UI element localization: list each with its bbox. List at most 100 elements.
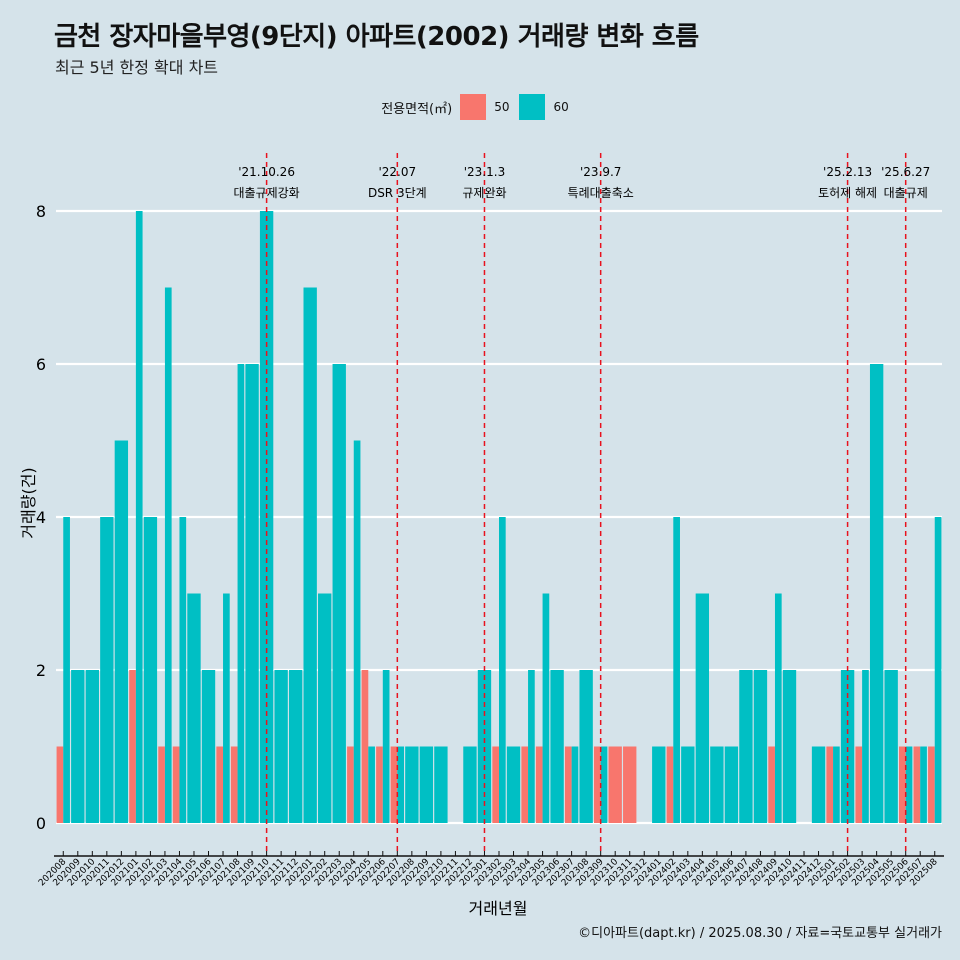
bar-50-202008: [56, 746, 64, 823]
bar-60-202412: [811, 746, 826, 823]
bar-60-202401: [652, 746, 666, 823]
bar-60-202303: [506, 746, 521, 823]
bar-60-202308: [579, 670, 593, 823]
bar-60-202103: [164, 287, 172, 823]
legend-label-50: 50: [494, 100, 510, 114]
bar-60-202304: [528, 670, 535, 823]
bar-50-202206: [376, 746, 383, 823]
chart-subtitle: 최근 5년 한정 확대 차트: [55, 58, 219, 77]
bar-60-202503: [862, 670, 869, 823]
bar-60-202210: [434, 746, 448, 823]
bar-60-202408: [753, 670, 768, 823]
bar-50-202506: [899, 746, 906, 823]
bar-60-202108: [237, 364, 245, 823]
bar-60-202202: [318, 593, 332, 823]
bar-60-202508: [934, 517, 942, 823]
bar-60-202507: [920, 746, 927, 823]
bar-60-202209: [419, 746, 434, 823]
bar-60-202012: [114, 440, 129, 823]
event-lines: [265, 153, 907, 856]
bar-50-202501: [826, 746, 834, 823]
bar-50-202205: [361, 670, 369, 823]
bar-60-202505: [884, 670, 898, 823]
bar-60-202410: [782, 670, 797, 823]
bar-60-202212: [463, 746, 477, 823]
bar-60-202206: [382, 670, 390, 823]
bar-50-202508: [928, 746, 935, 823]
legend-label-60: 60: [553, 100, 569, 114]
bar-50-202402: [666, 746, 674, 823]
bar-60-202409: [774, 593, 782, 823]
bar-60-202205: [368, 746, 375, 823]
x-axis: 2020082020092020102020112020122021012021…: [37, 851, 944, 888]
y-tick-label: 2: [36, 661, 46, 680]
bar-50-202503: [855, 746, 863, 823]
bar-50-202101: [129, 670, 136, 823]
bar-60-202104: [179, 517, 187, 823]
bar-60-202101: [135, 211, 143, 823]
event-label: 대출규제강화: [233, 186, 299, 200]
source-caption: ©디아파트(dapt.kr) / 2025.08.30 / 자료=국토교통부 실…: [578, 926, 942, 941]
event-annotations: '21.10.26 대출규제강화 '22.07 DSR 3단계 '23.1.3 규제완화 '…: [233, 165, 930, 200]
legend: 전용면적(㎡) 50 60: [0, 93, 960, 121]
y-tick-label: 0: [36, 814, 46, 833]
bar-60-202008: [63, 517, 70, 823]
bar-60-202307: [571, 746, 579, 823]
bar-60-202305: [542, 593, 550, 823]
legend-key-60: [519, 94, 546, 120]
bar-50-202302: [492, 746, 499, 823]
bar-50-202108: [230, 746, 238, 823]
event-date: '23.9.7: [580, 165, 621, 179]
bar-60-202407: [739, 670, 753, 823]
bar-50-202103: [158, 746, 165, 823]
bar-60-202208: [405, 746, 419, 823]
bar-60-202102: [143, 517, 158, 823]
bar-60-202306: [550, 670, 564, 823]
legend-title: 전용면적(㎡): [381, 101, 453, 117]
bar-60-202301: [477, 670, 492, 823]
bar-60-202010: [85, 670, 99, 823]
bar-60-202405: [710, 746, 724, 823]
bar-60-202111: [274, 670, 288, 823]
bar-50-202409: [768, 746, 775, 823]
bar-50-202204: [347, 746, 354, 823]
y-tick-label: 8: [36, 202, 46, 221]
bar-60-202309: [600, 746, 608, 823]
event-label: 토허제 해제: [818, 186, 877, 200]
bar-50-202310: [608, 746, 622, 823]
x-axis-title: 거래년월: [469, 899, 528, 918]
bar-60-202106: [201, 670, 216, 823]
bar-60-202107: [223, 593, 230, 823]
bar-60-202109: [245, 364, 259, 823]
event-label: 특례대출축소: [568, 186, 634, 200]
chart-title: 금천 장자마을부영(9단지) 아파트(2002) 거래량 변화 흐름: [54, 22, 699, 52]
bar-60-202105: [187, 593, 201, 823]
bar-50-202207: [390, 746, 398, 823]
bar-50-202305: [535, 746, 543, 823]
event-date: '23.1.3: [464, 165, 505, 179]
event-date: '22.07: [378, 165, 416, 179]
bar-60-202501: [833, 746, 840, 823]
bar-60-202506: [905, 746, 913, 823]
event-date: '25.2.13: [823, 165, 872, 179]
event-date: '21.10.26: [238, 165, 295, 179]
bar-60-202201: [303, 287, 317, 823]
bars: [56, 211, 942, 823]
bar-50-202311: [623, 746, 637, 823]
bar-50-202104: [172, 746, 180, 823]
bar-60-202203: [332, 364, 346, 823]
bar-50-202107: [216, 746, 224, 823]
bar-50-202307: [564, 746, 572, 823]
y-tick-label: 4: [36, 508, 46, 527]
bar-60-202207: [397, 746, 405, 823]
bar-60-202502: [840, 670, 855, 823]
bar-60-202011: [100, 517, 114, 823]
bar-60-202402: [673, 517, 680, 823]
bar-60-202112: [288, 670, 303, 823]
y-axis-title: 거래량(건): [19, 467, 38, 538]
event-label: 대출규제: [884, 186, 928, 200]
bar-60-202504: [869, 364, 884, 823]
bar-50-202507: [913, 746, 921, 823]
bar-60-202302: [499, 517, 506, 823]
